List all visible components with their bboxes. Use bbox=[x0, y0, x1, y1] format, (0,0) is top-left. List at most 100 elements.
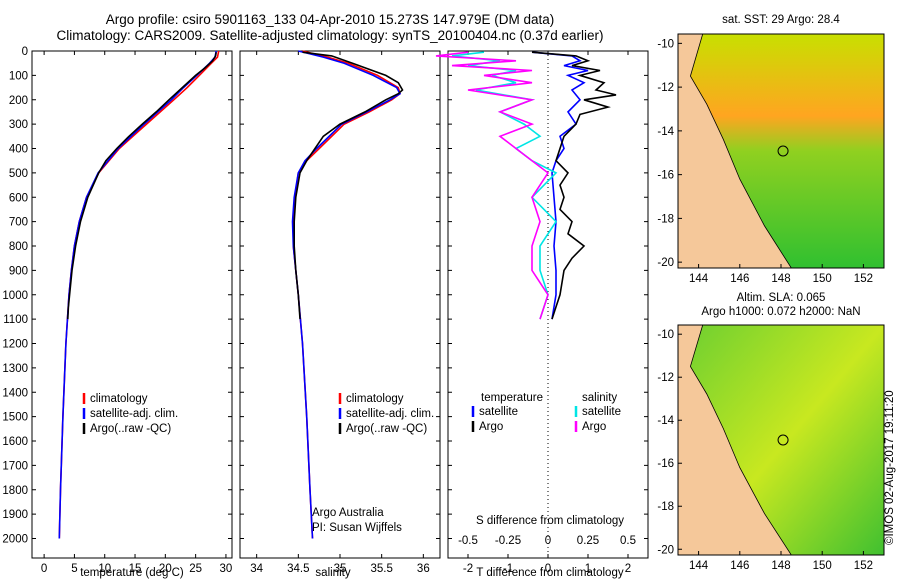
series-line-climatology bbox=[58, 50, 220, 539]
map-x-tick-label: 148 bbox=[771, 273, 790, 285]
t-diff-axis-label: T difference from climatology bbox=[476, 567, 623, 579]
y-tick-label: 0 bbox=[22, 46, 28, 58]
x-tick-label: 36 bbox=[417, 563, 430, 575]
series-line-satellite-adj-clim- bbox=[291, 50, 402, 539]
map-x-tick-label: 146 bbox=[730, 273, 749, 285]
title-line-1: Argo profile: csiro 5901163_133 04-Apr-2… bbox=[105, 12, 555, 27]
series-line-t-argo bbox=[531, 51, 617, 320]
temp-legend-label: Argo(..raw -QC) bbox=[90, 423, 171, 435]
map-x-tick-label: 152 bbox=[854, 560, 873, 572]
series-line-s-argo bbox=[435, 51, 550, 320]
series-line-argo-raw-qc- bbox=[293, 51, 404, 320]
top-x-tick-label: 0 bbox=[545, 535, 551, 547]
sal-legend-label: satellite-adj. clim. bbox=[346, 408, 434, 420]
annotation-argo-australia: Argo Australia bbox=[312, 507, 384, 519]
series-line-satellite-adj-clim- bbox=[58, 50, 217, 539]
map-y-tick-label: -10 bbox=[657, 329, 674, 341]
map-y-tick-label: -14 bbox=[657, 126, 674, 138]
map-y-tick-label: -16 bbox=[657, 170, 674, 182]
map-x-tick-label: 148 bbox=[771, 560, 790, 572]
x-tick-label: 1 bbox=[585, 563, 591, 575]
y-tick-label: 700 bbox=[9, 217, 28, 229]
y-tick-label: 300 bbox=[9, 119, 28, 131]
sst-map bbox=[677, 33, 885, 269]
y-tick-label: 1000 bbox=[2, 290, 28, 302]
x-tick-label: 0 bbox=[545, 563, 551, 575]
map-y-tick-label: -14 bbox=[657, 415, 674, 427]
top-x-tick-label: -0.5 bbox=[458, 535, 478, 547]
title-line-2: Climatology: CARS2009. Satellite-adjuste… bbox=[56, 28, 604, 43]
timestamp-stamp: ©IMOS 02-Aug-2017 19:11:20 bbox=[884, 390, 896, 545]
tdiff-legend-title: temperature bbox=[481, 392, 543, 404]
x-tick-label: 35 bbox=[334, 563, 347, 575]
top-x-tick-label: 0.25 bbox=[577, 535, 599, 547]
y-tick-label: 1100 bbox=[3, 314, 28, 326]
x-tick-label: 30 bbox=[220, 563, 233, 575]
top-x-tick-label: 0.5 bbox=[620, 535, 636, 547]
map-y-tick-label: -20 bbox=[657, 544, 674, 556]
sla-map-title-1: Altim. SLA: 0.065 bbox=[736, 292, 826, 304]
y-tick-label: 200 bbox=[9, 95, 28, 107]
x-tick-label: -2 bbox=[463, 563, 473, 575]
y-tick-label: 1400 bbox=[2, 387, 28, 399]
sla-argo-position-marker bbox=[777, 434, 789, 446]
y-tick-label: 2000 bbox=[2, 534, 28, 546]
y-tick-label: 400 bbox=[9, 144, 28, 156]
map-x-tick-label: 146 bbox=[730, 560, 749, 572]
sla-map bbox=[677, 324, 885, 556]
tdiff-legend-label: satellite bbox=[479, 406, 518, 418]
map-y-tick-label: -20 bbox=[657, 257, 674, 269]
map-x-tick-label: 150 bbox=[813, 273, 832, 285]
map-y-tick-label: -12 bbox=[657, 82, 674, 94]
y-tick-label: 100 bbox=[9, 70, 28, 82]
map-y-tick-label: -18 bbox=[657, 501, 674, 513]
map-y-tick-label: -18 bbox=[657, 213, 674, 225]
temperature-axis-label: temperature (deg C) bbox=[80, 567, 184, 579]
x-tick-label: 2 bbox=[625, 563, 631, 575]
y-tick-label: 1300 bbox=[2, 363, 28, 375]
y-tick-label: 600 bbox=[9, 192, 28, 204]
x-tick-label: 0 bbox=[41, 563, 47, 575]
sst-argo-position-marker bbox=[777, 145, 789, 157]
y-tick-label: 900 bbox=[9, 265, 28, 277]
salinity-axis-label: salinity bbox=[315, 567, 350, 579]
series-line-argo-raw-qc- bbox=[67, 52, 217, 320]
x-tick-label: 10 bbox=[98, 563, 111, 575]
x-tick-label: 25 bbox=[189, 563, 202, 575]
y-tick-label: 800 bbox=[9, 241, 28, 253]
sal-legend-label: Argo(..raw -QC) bbox=[346, 423, 427, 435]
x-tick-label: 15 bbox=[129, 563, 142, 575]
sdiff-legend-label: Argo bbox=[582, 421, 606, 433]
x-tick-label: 34.5 bbox=[287, 563, 309, 575]
sal-legend-label: climatology bbox=[346, 393, 404, 405]
y-tick-label: 1700 bbox=[2, 460, 28, 472]
map-x-tick-label: 150 bbox=[813, 560, 832, 572]
map-y-tick-label: -16 bbox=[657, 458, 674, 470]
y-tick-label: 1800 bbox=[2, 485, 28, 497]
x-tick-label: 5 bbox=[71, 563, 77, 575]
x-tick-label: 35.5 bbox=[370, 563, 392, 575]
s-diff-axis-label: S difference from climatology bbox=[476, 515, 624, 527]
map-x-tick-label: 152 bbox=[854, 273, 873, 285]
map-y-tick-label: -10 bbox=[657, 38, 674, 50]
sdiff-legend-title: salinity bbox=[582, 392, 617, 404]
map-x-tick-label: 144 bbox=[689, 273, 709, 285]
y-tick-label: 1500 bbox=[2, 412, 28, 424]
y-tick-label: 1600 bbox=[2, 436, 28, 448]
sdiff-legend-label: satellite bbox=[582, 406, 621, 418]
map-y-tick-label: -12 bbox=[657, 372, 674, 384]
temp-legend-label: climatology bbox=[90, 393, 148, 405]
top-x-tick-label: -0.25 bbox=[495, 535, 521, 547]
annotation-pi: PI: Susan Wijffels bbox=[312, 522, 402, 534]
y-tick-label: 500 bbox=[9, 168, 28, 180]
map-x-tick-label: 144 bbox=[689, 560, 709, 572]
sst-map-title: sat. SST: 29 Argo: 28.4 bbox=[722, 14, 840, 26]
plot-frame-2 bbox=[239, 50, 441, 559]
tdiff-legend-label: Argo bbox=[479, 421, 503, 433]
temp-legend-label: satellite-adj. clim. bbox=[90, 408, 178, 420]
x-tick-label: 34 bbox=[250, 563, 263, 575]
sla-map-title-2: Argo h1000: 0.072 h2000: NaN bbox=[701, 306, 861, 318]
y-tick-label: 1900 bbox=[2, 509, 28, 521]
plot-frame-1 bbox=[31, 50, 233, 559]
